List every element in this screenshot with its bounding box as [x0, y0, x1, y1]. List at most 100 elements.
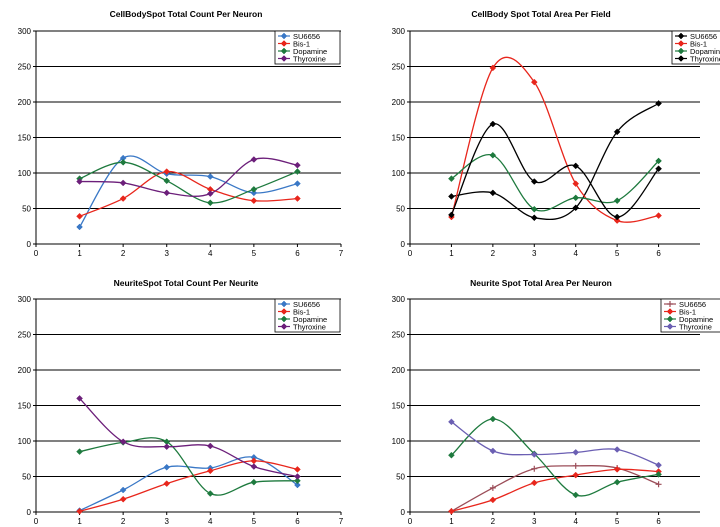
data-point	[119, 486, 127, 494]
y-tick-label: 0	[27, 508, 32, 517]
data-point	[163, 189, 171, 197]
data-point	[448, 211, 455, 219]
x-tick-label: 5	[615, 249, 620, 258]
y-tick-label: 150	[392, 402, 406, 411]
data-point	[294, 180, 301, 188]
y-tick-label: 200	[18, 366, 32, 375]
y-tick-label: 250	[392, 63, 406, 72]
series-3	[448, 415, 662, 499]
y-tick-label: 50	[396, 473, 405, 482]
legend-label: Thyroxine	[690, 55, 720, 64]
data-point	[613, 213, 621, 221]
data-point	[572, 204, 580, 212]
x-tick-label: 3	[164, 249, 169, 258]
data-point	[119, 195, 127, 202]
data-point	[206, 173, 214, 180]
legend-label: SU6656	[293, 300, 320, 309]
y-tick-label: 250	[18, 63, 32, 72]
x-tick-label: 4	[208, 249, 213, 258]
data-point	[489, 496, 497, 504]
data-point	[489, 189, 497, 197]
legend-swatch-marker	[666, 308, 674, 315]
y-tick-label: 250	[18, 331, 32, 340]
y-tick-label: 0	[401, 508, 406, 517]
data-point	[294, 473, 301, 480]
data-point	[655, 165, 662, 173]
x-tick-label: 7	[339, 517, 344, 526]
series-line	[79, 456, 298, 512]
data-point	[655, 100, 662, 107]
series-line	[450, 418, 659, 497]
series-4	[448, 418, 662, 469]
series-line	[451, 468, 659, 512]
series-line	[451, 465, 659, 512]
legend-swatch-marker	[280, 47, 288, 55]
y-tick-label: 300	[392, 295, 406, 304]
data-point	[655, 461, 662, 469]
y-tick-label: 50	[22, 473, 31, 482]
data-point	[163, 443, 171, 451]
series-line	[450, 56, 659, 223]
data-point	[250, 197, 258, 205]
y-tick-label: 200	[18, 98, 32, 107]
data-point	[530, 451, 538, 458]
data-point	[76, 223, 83, 231]
x-tick-label: 0	[408, 517, 413, 526]
series-line	[79, 397, 298, 478]
data-point	[250, 478, 258, 486]
y-tick-label: 50	[22, 205, 31, 214]
x-tick-label: 0	[34, 517, 39, 526]
legend-label: Bis-1	[293, 308, 310, 317]
data-point	[119, 158, 127, 166]
data-point	[76, 395, 83, 402]
y-tick-label: 200	[392, 366, 406, 375]
data-point	[572, 180, 580, 188]
chart-panel-2: CellBody Spot Total Area Per Field050100…	[392, 9, 720, 258]
data-point	[530, 214, 538, 222]
data-point	[163, 177, 171, 185]
legend-label: Bis-1	[679, 308, 696, 317]
data-point	[613, 446, 621, 453]
series-1	[76, 154, 301, 231]
x-tick-label: 3	[164, 517, 169, 526]
data-point	[489, 484, 496, 491]
data-point	[206, 190, 214, 197]
legend-label: Thyroxine	[679, 323, 712, 332]
series-2	[448, 466, 662, 515]
data-point	[206, 442, 214, 450]
legend-swatch-marker	[280, 55, 288, 62]
data-point	[572, 194, 580, 202]
data-point	[572, 462, 579, 469]
series-line	[79, 170, 298, 217]
data-point	[572, 471, 580, 479]
data-point	[655, 471, 662, 478]
data-point	[572, 491, 580, 499]
series-line	[79, 155, 298, 228]
data-point	[76, 178, 83, 185]
series-1	[448, 100, 662, 222]
data-point	[655, 212, 662, 219]
data-point	[206, 467, 214, 475]
data-point	[489, 415, 497, 423]
x-tick-label: 5	[252, 517, 257, 526]
legend-label: Thyroxine	[293, 55, 326, 64]
data-point	[572, 449, 580, 456]
x-tick-label: 5	[615, 517, 620, 526]
data-point	[294, 481, 301, 489]
legend-label: Dopamine	[293, 47, 327, 56]
data-point	[294, 161, 301, 169]
x-tick-label: 2	[121, 249, 126, 258]
data-point	[206, 490, 214, 497]
legend-swatch-marker	[280, 323, 288, 330]
data-point	[250, 463, 258, 470]
legend-swatch-marker	[677, 40, 685, 47]
x-tick-label: 2	[121, 517, 126, 526]
series-2	[76, 168, 301, 220]
data-point	[613, 478, 621, 486]
data-point	[76, 448, 83, 456]
data-point	[531, 465, 538, 472]
series-2	[76, 457, 301, 515]
